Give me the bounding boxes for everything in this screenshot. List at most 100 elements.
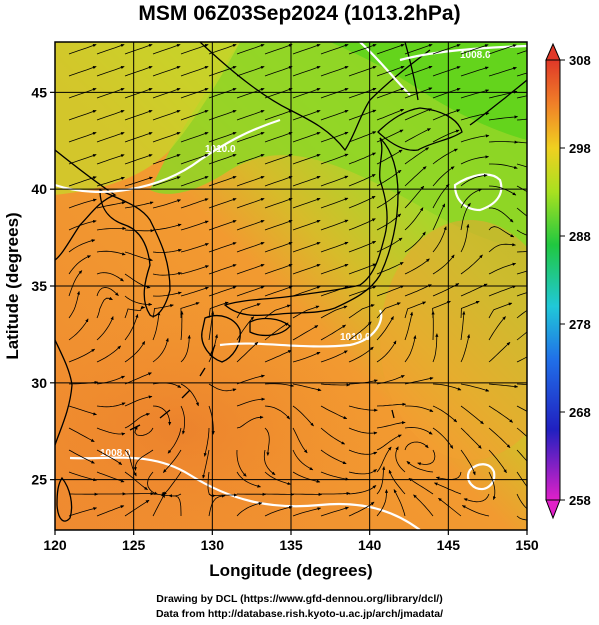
streamline bbox=[320, 109, 349, 121]
streamline bbox=[376, 191, 401, 209]
streamline bbox=[96, 226, 127, 231]
streamline bbox=[208, 198, 237, 209]
streamline bbox=[348, 469, 377, 475]
streamline bbox=[292, 449, 314, 471]
streamline bbox=[320, 87, 349, 99]
streamline bbox=[292, 351, 321, 363]
contour-label-4: 1008.0 bbox=[100, 448, 131, 459]
streamline bbox=[292, 405, 314, 427]
streamline bbox=[208, 286, 237, 297]
streamline bbox=[432, 427, 454, 449]
streamline bbox=[68, 176, 97, 187]
streamline bbox=[152, 311, 161, 341]
streamline bbox=[404, 207, 424, 231]
streamline bbox=[376, 446, 392, 473]
streamline bbox=[124, 132, 153, 143]
streamline bbox=[488, 285, 517, 297]
streamline bbox=[320, 383, 351, 387]
streamline bbox=[152, 154, 181, 165]
streamline bbox=[96, 65, 125, 77]
streamline bbox=[68, 219, 97, 231]
streamline bbox=[516, 356, 527, 363]
x-tick-label: 130 bbox=[201, 537, 225, 553]
streamline bbox=[489, 163, 518, 169]
streamline bbox=[96, 250, 126, 256]
streamline bbox=[292, 219, 321, 231]
streamline bbox=[460, 89, 490, 99]
streamline bbox=[516, 185, 527, 193]
colorbar-tick-label: 258 bbox=[569, 493, 591, 508]
y-tick-label: 30 bbox=[31, 375, 47, 391]
streamline bbox=[96, 201, 126, 209]
streamline bbox=[292, 109, 321, 121]
streamline bbox=[376, 169, 402, 187]
streamline bbox=[460, 134, 490, 143]
streamline bbox=[320, 305, 348, 319]
streamline bbox=[320, 153, 349, 165]
streamline bbox=[404, 65, 433, 77]
streamline bbox=[404, 128, 431, 143]
streamline bbox=[320, 506, 349, 517]
streamline bbox=[180, 310, 184, 341]
streamline bbox=[236, 316, 255, 341]
streamline bbox=[124, 295, 153, 306]
streamline bbox=[395, 446, 406, 473]
streamline bbox=[432, 166, 455, 187]
streamline bbox=[320, 197, 349, 209]
streamline bbox=[516, 427, 527, 438]
x-tick-label: 150 bbox=[515, 537, 539, 553]
streamline bbox=[264, 349, 292, 363]
streamline bbox=[376, 402, 407, 407]
streamline bbox=[460, 112, 490, 121]
streamline bbox=[124, 341, 146, 363]
streamline bbox=[264, 131, 293, 143]
streamline bbox=[264, 505, 293, 517]
streamline bbox=[264, 197, 293, 209]
streamline bbox=[460, 300, 480, 319]
streamline bbox=[320, 131, 349, 143]
streamline bbox=[460, 202, 471, 231]
streamline bbox=[264, 153, 293, 165]
streamline bbox=[432, 333, 439, 363]
streamline bbox=[348, 109, 377, 121]
wind-streamlines bbox=[68, 43, 527, 521]
streamline bbox=[152, 223, 182, 231]
streamline bbox=[236, 109, 265, 121]
streamline bbox=[96, 449, 123, 465]
streamline bbox=[404, 87, 433, 99]
streamline bbox=[180, 109, 209, 121]
streamline bbox=[516, 50, 527, 55]
streamline bbox=[124, 87, 153, 99]
streamline bbox=[152, 291, 182, 297]
streamline bbox=[264, 427, 270, 456]
streamline bbox=[376, 108, 405, 121]
streamline bbox=[152, 248, 182, 253]
streamline bbox=[460, 223, 470, 253]
streamline bbox=[404, 335, 417, 363]
streamline bbox=[348, 152, 376, 165]
x-tick-label: 125 bbox=[122, 537, 146, 553]
streamline bbox=[376, 285, 405, 297]
streamline bbox=[124, 43, 153, 55]
streamline bbox=[208, 264, 237, 275]
streamline bbox=[68, 270, 83, 297]
streamline bbox=[180, 176, 209, 187]
streamline bbox=[152, 43, 181, 55]
colorbar-tick-label: 298 bbox=[569, 141, 591, 156]
streamline bbox=[516, 229, 527, 236]
streamline bbox=[393, 489, 406, 517]
streamline bbox=[434, 482, 462, 495]
streamline bbox=[320, 471, 350, 481]
streamline bbox=[376, 434, 402, 451]
streamline bbox=[404, 147, 430, 165]
streamline bbox=[432, 405, 458, 423]
streamline bbox=[488, 471, 497, 500]
credit-data: Data from http://database.rish.kyoto-u.a… bbox=[155, 608, 444, 620]
streamline bbox=[236, 197, 265, 209]
streamline bbox=[516, 270, 527, 275]
streamline bbox=[376, 87, 405, 99]
streamline bbox=[180, 153, 209, 165]
streamline bbox=[516, 251, 527, 253]
streamline bbox=[463, 493, 490, 503]
streamline bbox=[292, 263, 321, 275]
